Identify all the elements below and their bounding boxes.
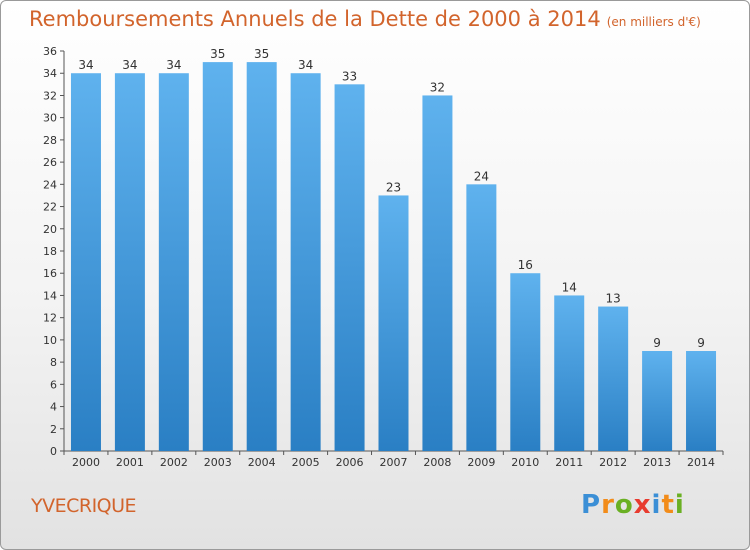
y-tick-label: 20: [43, 223, 57, 236]
bar: [554, 295, 585, 451]
y-tick-label: 24: [43, 178, 57, 191]
data-label: 9: [653, 336, 661, 350]
y-tick-label: 32: [43, 89, 57, 102]
x-tick-label: 2007: [380, 456, 408, 469]
x-tick-label: 2000: [72, 456, 100, 469]
chart-title: Remboursements Annuels de la Dette de 20…: [29, 7, 701, 31]
x-tick-label: 2003: [204, 456, 232, 469]
bar: [114, 73, 145, 451]
y-tick-label: 34: [43, 67, 57, 80]
bar: [686, 351, 717, 451]
x-tick-label: 2002: [160, 456, 188, 469]
bar: [642, 351, 673, 451]
logo-letter: i: [651, 490, 662, 520]
x-tick-label: 2001: [116, 456, 144, 469]
y-tick-label: 26: [43, 156, 57, 169]
x-tick-label: 2009: [467, 456, 495, 469]
data-label: 14: [562, 280, 577, 294]
bar: [598, 306, 629, 451]
logo-letter: i: [674, 490, 685, 520]
y-tick-label: 10: [43, 334, 57, 347]
data-label: 35: [210, 47, 225, 61]
bar: [334, 84, 365, 451]
x-tick-label: 2014: [687, 456, 715, 469]
data-label: 34: [78, 58, 93, 72]
data-label: 34: [298, 58, 313, 72]
y-tick-label: 14: [43, 289, 57, 302]
chart-unit: (en milliers d'€): [606, 15, 701, 29]
bars: [70, 62, 717, 452]
x-tick-label: 2008: [423, 456, 451, 469]
data-label: 9: [697, 336, 705, 350]
logo-letter: r: [601, 490, 615, 520]
y-tick-label: 18: [43, 245, 57, 258]
commune-name: YVECRIQUE: [31, 495, 137, 517]
y-tick-label: 16: [43, 267, 57, 280]
data-label: 24: [474, 169, 489, 183]
logo-letter: o: [614, 490, 634, 520]
y-tick-label: 28: [43, 134, 57, 147]
data-label: 34: [166, 58, 181, 72]
x-tick-label: 2013: [643, 456, 671, 469]
x-tick-label: 2006: [336, 456, 364, 469]
logo-letter: t: [661, 490, 675, 520]
x-tick-label: 2011: [555, 456, 583, 469]
x-tick-label: 2012: [599, 456, 627, 469]
y-tick-label: 6: [50, 378, 57, 391]
x-tick-label: 2004: [248, 456, 276, 469]
x-tick-label: 2010: [511, 456, 539, 469]
data-label: 34: [122, 58, 137, 72]
bar: [70, 73, 101, 451]
data-label: 16: [518, 258, 533, 272]
data-label: 23: [386, 180, 401, 194]
y-tick-label: 36: [43, 45, 57, 58]
logo-letter: P: [581, 490, 602, 520]
proxiti-logo: Proxiti: [581, 490, 685, 520]
data-label: 32: [430, 80, 445, 94]
x-axis: 2000 2001 2002 2003 2004 2005 2006 2007 2008 2009…: [63, 450, 724, 469]
bar: [202, 62, 233, 451]
chart-title-text: Remboursements Annuels de la Dette de 20…: [29, 7, 601, 31]
logo-letter: x: [633, 490, 652, 520]
data-labels: 34 34 34 35 35 34 33 23 32 24 16 14 13 9 9: [78, 47, 705, 350]
y-tick-label: 22: [43, 201, 57, 214]
bar: [422, 95, 453, 451]
y-tick-label: 0: [50, 445, 57, 458]
bar: [158, 73, 189, 451]
y-tick-label: 8: [50, 356, 57, 369]
bar: [466, 184, 497, 452]
bar: [378, 195, 409, 451]
bar: [510, 273, 541, 451]
y-tick-label: 4: [50, 401, 57, 414]
data-label: 13: [606, 292, 621, 306]
bar: [246, 62, 277, 451]
y-tick-label: 2: [50, 423, 57, 436]
y-tick-label: 30: [43, 112, 57, 125]
data-label: 35: [254, 47, 269, 61]
data-label: 33: [342, 69, 357, 83]
x-tick-label: 2005: [292, 456, 320, 469]
bar: [290, 73, 321, 451]
y-tick-label: 12: [43, 312, 57, 325]
